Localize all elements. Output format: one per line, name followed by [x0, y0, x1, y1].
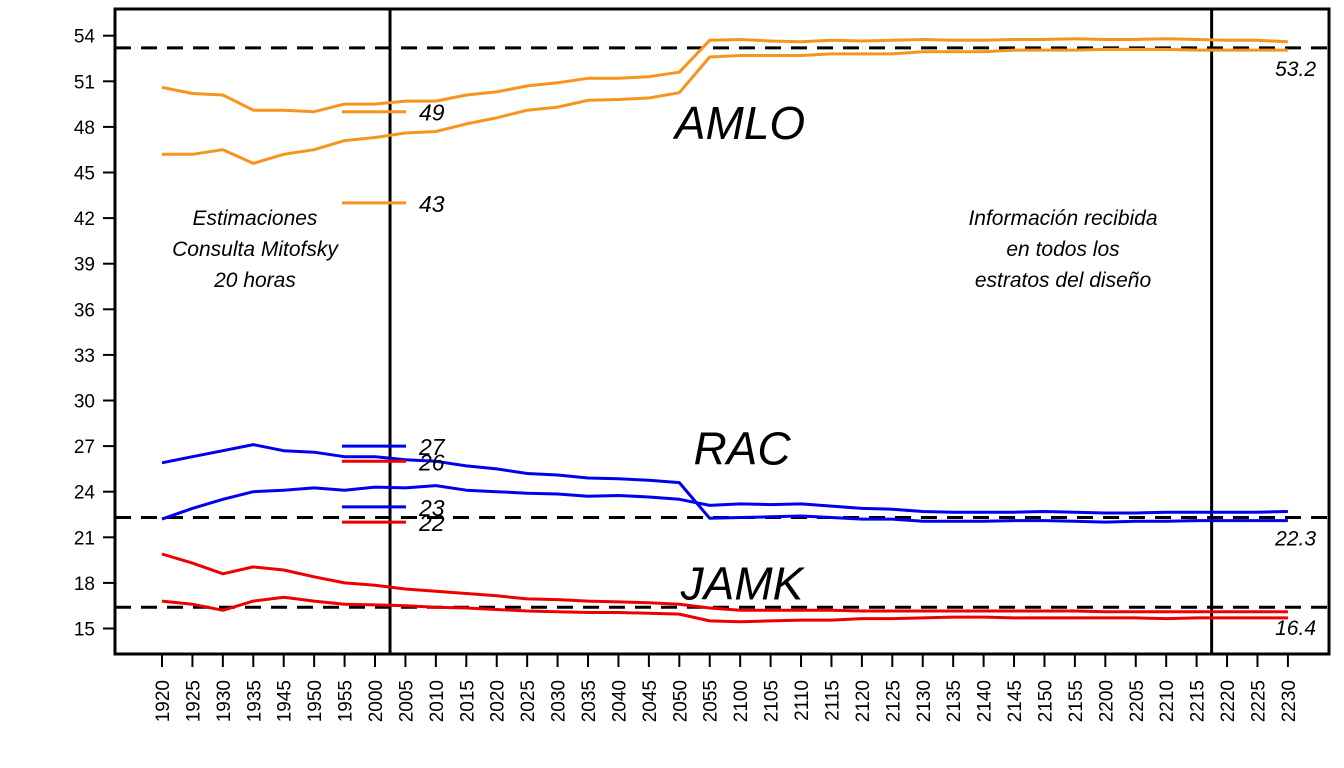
y-tick-label: 18: [74, 574, 95, 595]
candidate-labels: AMLO RAC JAMK: [672, 97, 806, 610]
x-tick-label: 2155: [1066, 680, 1087, 722]
series-line-rac: [161, 484, 1288, 521]
x-tick-label: 2040: [609, 680, 630, 722]
x-tick-label: 1945: [275, 680, 296, 722]
note-left-line: Consulta Mitofsky: [172, 238, 339, 261]
x-tick-label: 1930: [214, 680, 235, 722]
candidate-label-rac: RAC: [693, 422, 791, 474]
y-tick-label: 15: [74, 620, 95, 641]
x-tick-label: 2045: [640, 680, 661, 722]
y-tick-label: 21: [74, 528, 95, 549]
x-tick-label: 2145: [1005, 680, 1026, 722]
x-tick-label: 2200: [1096, 680, 1117, 722]
y-tick-label: 42: [74, 209, 95, 230]
note-left-line: Estimaciones: [193, 207, 318, 230]
y-tick-label: 45: [74, 164, 95, 185]
y-tick-label: 27: [74, 437, 95, 458]
divider-lines: [388, 9, 1214, 654]
y-tick-label: 33: [74, 346, 95, 367]
series-line-rac: [161, 443, 1288, 524]
x-tick-label: 2210: [1157, 680, 1178, 722]
x-tick-label: 1950: [305, 680, 326, 722]
x-tick-label: 2130: [914, 680, 935, 722]
x-tick-label: 2140: [975, 680, 996, 722]
x-tick-label: 2010: [427, 680, 448, 722]
series-line-jamk: [161, 552, 1288, 614]
series-line-amlo: [161, 37, 1288, 114]
reference-label: 22.3: [1274, 528, 1316, 551]
x-tick-label: 2030: [549, 680, 570, 722]
note-right-line: en todos los: [1006, 238, 1120, 261]
x-tick-label: 2135: [944, 680, 965, 722]
x-tick-label: 1955: [336, 680, 357, 722]
x-tick-label: 2020: [488, 680, 509, 722]
x-tick-label: 2050: [670, 680, 691, 722]
x-tick-label: 2115: [822, 680, 843, 721]
x-axis: 1920 1925 1930 1935 1945 1950 1955 2000 2005 2010…: [153, 653, 1300, 722]
x-tick-label: 2005: [396, 680, 417, 722]
notes: Estimaciones Consulta Mitofsky 20 horas Inf…: [172, 207, 1157, 292]
y-tick-label: 51: [74, 72, 95, 93]
candidate-label-jamk: JAMK: [680, 558, 806, 610]
annotation-label: 22: [418, 510, 445, 536]
y-tick-label: 39: [74, 255, 95, 276]
x-tick-label: 2230: [1279, 680, 1300, 722]
x-tick-label: 2205: [1127, 680, 1148, 722]
annotation-label: 23: [418, 495, 445, 521]
annotation-label: 43: [419, 191, 445, 217]
x-tick-label: 1920: [153, 680, 174, 722]
x-tick-label: 2120: [853, 680, 874, 722]
series-line-jamk: [161, 595, 1288, 624]
reference-label: 53.2: [1275, 58, 1316, 81]
x-tick-label: 2100: [731, 680, 752, 722]
x-tick-label: 2105: [762, 680, 783, 722]
x-tick-label: 2055: [701, 680, 722, 722]
y-tick-label: 24: [74, 483, 96, 504]
series-lines: [161, 37, 1288, 624]
y-tick-label: 30: [74, 392, 95, 413]
note-right-line: Información recibida: [968, 207, 1157, 230]
x-tick-label: 2035: [579, 680, 600, 722]
x-tick-label: 2000: [366, 680, 387, 722]
note-right-line: estratos del diseño: [975, 269, 1152, 292]
annotation-label: 27: [418, 434, 446, 460]
x-tick-label: 2125: [883, 680, 904, 722]
y-tick-label: 48: [74, 118, 95, 139]
x-tick-label: 2150: [1035, 680, 1056, 722]
x-tick-label: 2215: [1188, 680, 1209, 722]
x-tick-label: 1935: [244, 680, 265, 722]
candidate-label-amlo: AMLO: [672, 97, 805, 149]
y-tick-label: 54: [74, 27, 96, 48]
series-line-amlo: [162, 47, 1288, 165]
reference-label: 16.4: [1275, 617, 1316, 640]
annotation-label: 26: [418, 449, 445, 475]
x-tick-label: 1925: [183, 680, 204, 722]
x-tick-label: 2220: [1218, 680, 1239, 722]
y-axis: 15 18 21 24 27 30 33 36 39 42 45 48 51 54: [74, 27, 115, 641]
x-tick-label: 2225: [1248, 680, 1269, 722]
annotation-label: 49: [419, 100, 445, 126]
x-tick-label: 2015: [457, 680, 478, 722]
x-tick-label: 2025: [518, 680, 539, 722]
x-tick-label: 2110: [792, 680, 813, 721]
note-left-line: 20 horas: [213, 269, 296, 292]
y-tick-label: 36: [74, 300, 95, 321]
